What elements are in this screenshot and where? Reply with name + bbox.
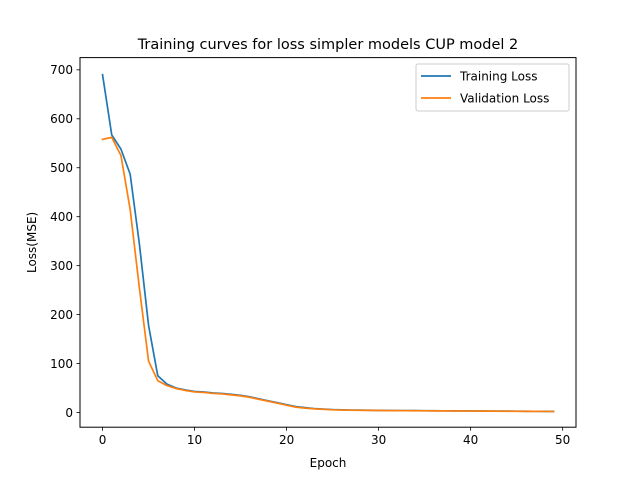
x-tick-label: 20 — [279, 433, 294, 447]
y-axis: 0 100 200 300 400 500 600 700 — [50, 63, 80, 420]
y-tick-label: 300 — [50, 259, 73, 273]
x-axis-label: Epoch — [310, 456, 347, 470]
legend: Training Loss Validation Loss — [415, 63, 570, 112]
x-tick-label: 10 — [187, 433, 202, 447]
y-tick-label: 400 — [50, 210, 73, 224]
y-tick-label: 200 — [50, 308, 73, 322]
y-tick-label: 100 — [50, 357, 73, 371]
y-tick-label: 500 — [50, 161, 73, 175]
x-tick-label: 50 — [555, 433, 570, 447]
plot-frame — [79, 57, 577, 428]
x-tick-label: 40 — [463, 433, 478, 447]
x-tick-label: 30 — [371, 433, 386, 447]
x-axis: 0 10 20 30 40 50 — [99, 427, 570, 447]
plot-lines — [101, 73, 555, 413]
y-tick-label: 0 — [65, 406, 73, 420]
x-tick-label: 0 — [99, 433, 107, 447]
chart-title: Training curves for loss simpler models … — [137, 37, 519, 53]
legend-label-validation-loss: Validation Loss — [460, 92, 549, 106]
legend-label-training-loss: Training Loss — [459, 70, 537, 84]
y-tick-label: 600 — [50, 112, 73, 126]
legend-box — [415, 63, 570, 112]
series-line-validation-loss — [101, 136, 555, 413]
y-tick-label: 700 — [50, 63, 73, 77]
y-axis-label: Loss(MSE) — [25, 212, 39, 273]
